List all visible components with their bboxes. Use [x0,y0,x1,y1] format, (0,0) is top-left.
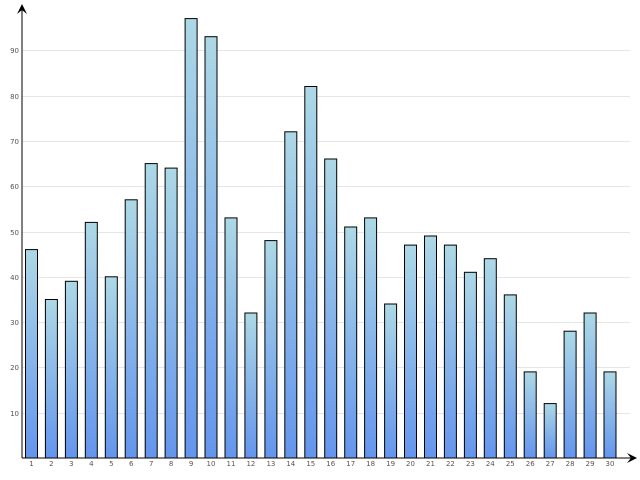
x-tick-label: 11 [227,460,236,468]
x-tick-label: 14 [286,460,295,468]
bar [124,199,138,459]
bar [104,276,118,459]
bar [184,18,198,459]
x-tick-label: 29 [586,460,595,468]
y-axis-arrow-icon [17,4,27,14]
bar [44,299,58,459]
x-tick-label: 22 [446,460,455,468]
x-tick-label: 27 [546,460,555,468]
y-tick-label: 30 [10,319,19,327]
bar [503,294,517,459]
bar [523,371,537,459]
x-tick-label: 4 [89,460,94,468]
x-tick-label: 21 [426,460,435,468]
bar [463,271,477,459]
bar [224,217,238,459]
bar [84,221,98,459]
bar [384,303,398,459]
x-tick-label: 20 [406,460,415,468]
y-tick-label: 80 [10,93,19,101]
x-tick-label: 30 [606,460,615,468]
bar [304,86,318,459]
x-tick-label: 8 [169,460,173,468]
x-tick-label: 17 [346,460,355,468]
bar [443,244,457,459]
x-tick-label: 18 [366,460,375,468]
bar [364,217,378,459]
x-tick-label: 26 [526,460,535,468]
bar [563,330,577,459]
x-tick-label: 25 [506,460,515,468]
x-tick-label: 24 [486,460,495,468]
bar [64,280,78,459]
y-tick-label: 70 [10,138,19,146]
x-tick-labels: 1 2 3 4 5 6 7 8 9 10 11 12 13 14 15 16 17 18 19 20 21 22 23 24 2… [29,460,614,468]
bar [424,235,437,459]
bar [583,312,597,459]
bar [324,158,338,459]
y-tick-label: 40 [10,274,19,282]
x-tick-label: 1 [29,460,33,468]
x-tick-label: 3 [69,460,73,468]
axes [17,4,637,463]
x-tick-label: 7 [149,460,153,468]
bar [204,36,218,459]
y-tick-labels: 10 20 30 40 50 60 70 80 90 [10,47,19,418]
x-tick-label: 28 [566,460,575,468]
x-tick-label: 12 [246,460,255,468]
x-tick-label: 15 [306,460,315,468]
y-tick-label: 50 [10,229,19,237]
bar [344,226,358,459]
x-tick-label: 9 [189,460,193,468]
bar [543,403,557,459]
x-tick-label: 6 [129,460,134,468]
bar [244,312,258,459]
x-tick-label: 23 [466,460,475,468]
bar [164,167,178,459]
x-tick-label: 16 [326,460,335,468]
x-tick-label: 10 [207,460,216,468]
y-tick-label: 10 [10,410,19,418]
x-tick-label: 13 [266,460,275,468]
bar [483,258,497,459]
x-axis-arrow-icon [627,453,637,463]
x-tick-label: 19 [386,460,395,468]
y-tick-label: 60 [10,183,19,191]
bar [404,244,417,459]
bar [603,371,617,459]
x-tick-label: 5 [109,460,113,468]
bar [264,240,278,459]
y-tick-label: 90 [10,47,19,55]
bar [144,163,158,459]
x-tick-label: 2 [49,460,53,468]
bar [284,131,298,459]
bars [25,18,617,459]
y-tick-label: 20 [10,364,19,372]
bar [25,249,38,459]
